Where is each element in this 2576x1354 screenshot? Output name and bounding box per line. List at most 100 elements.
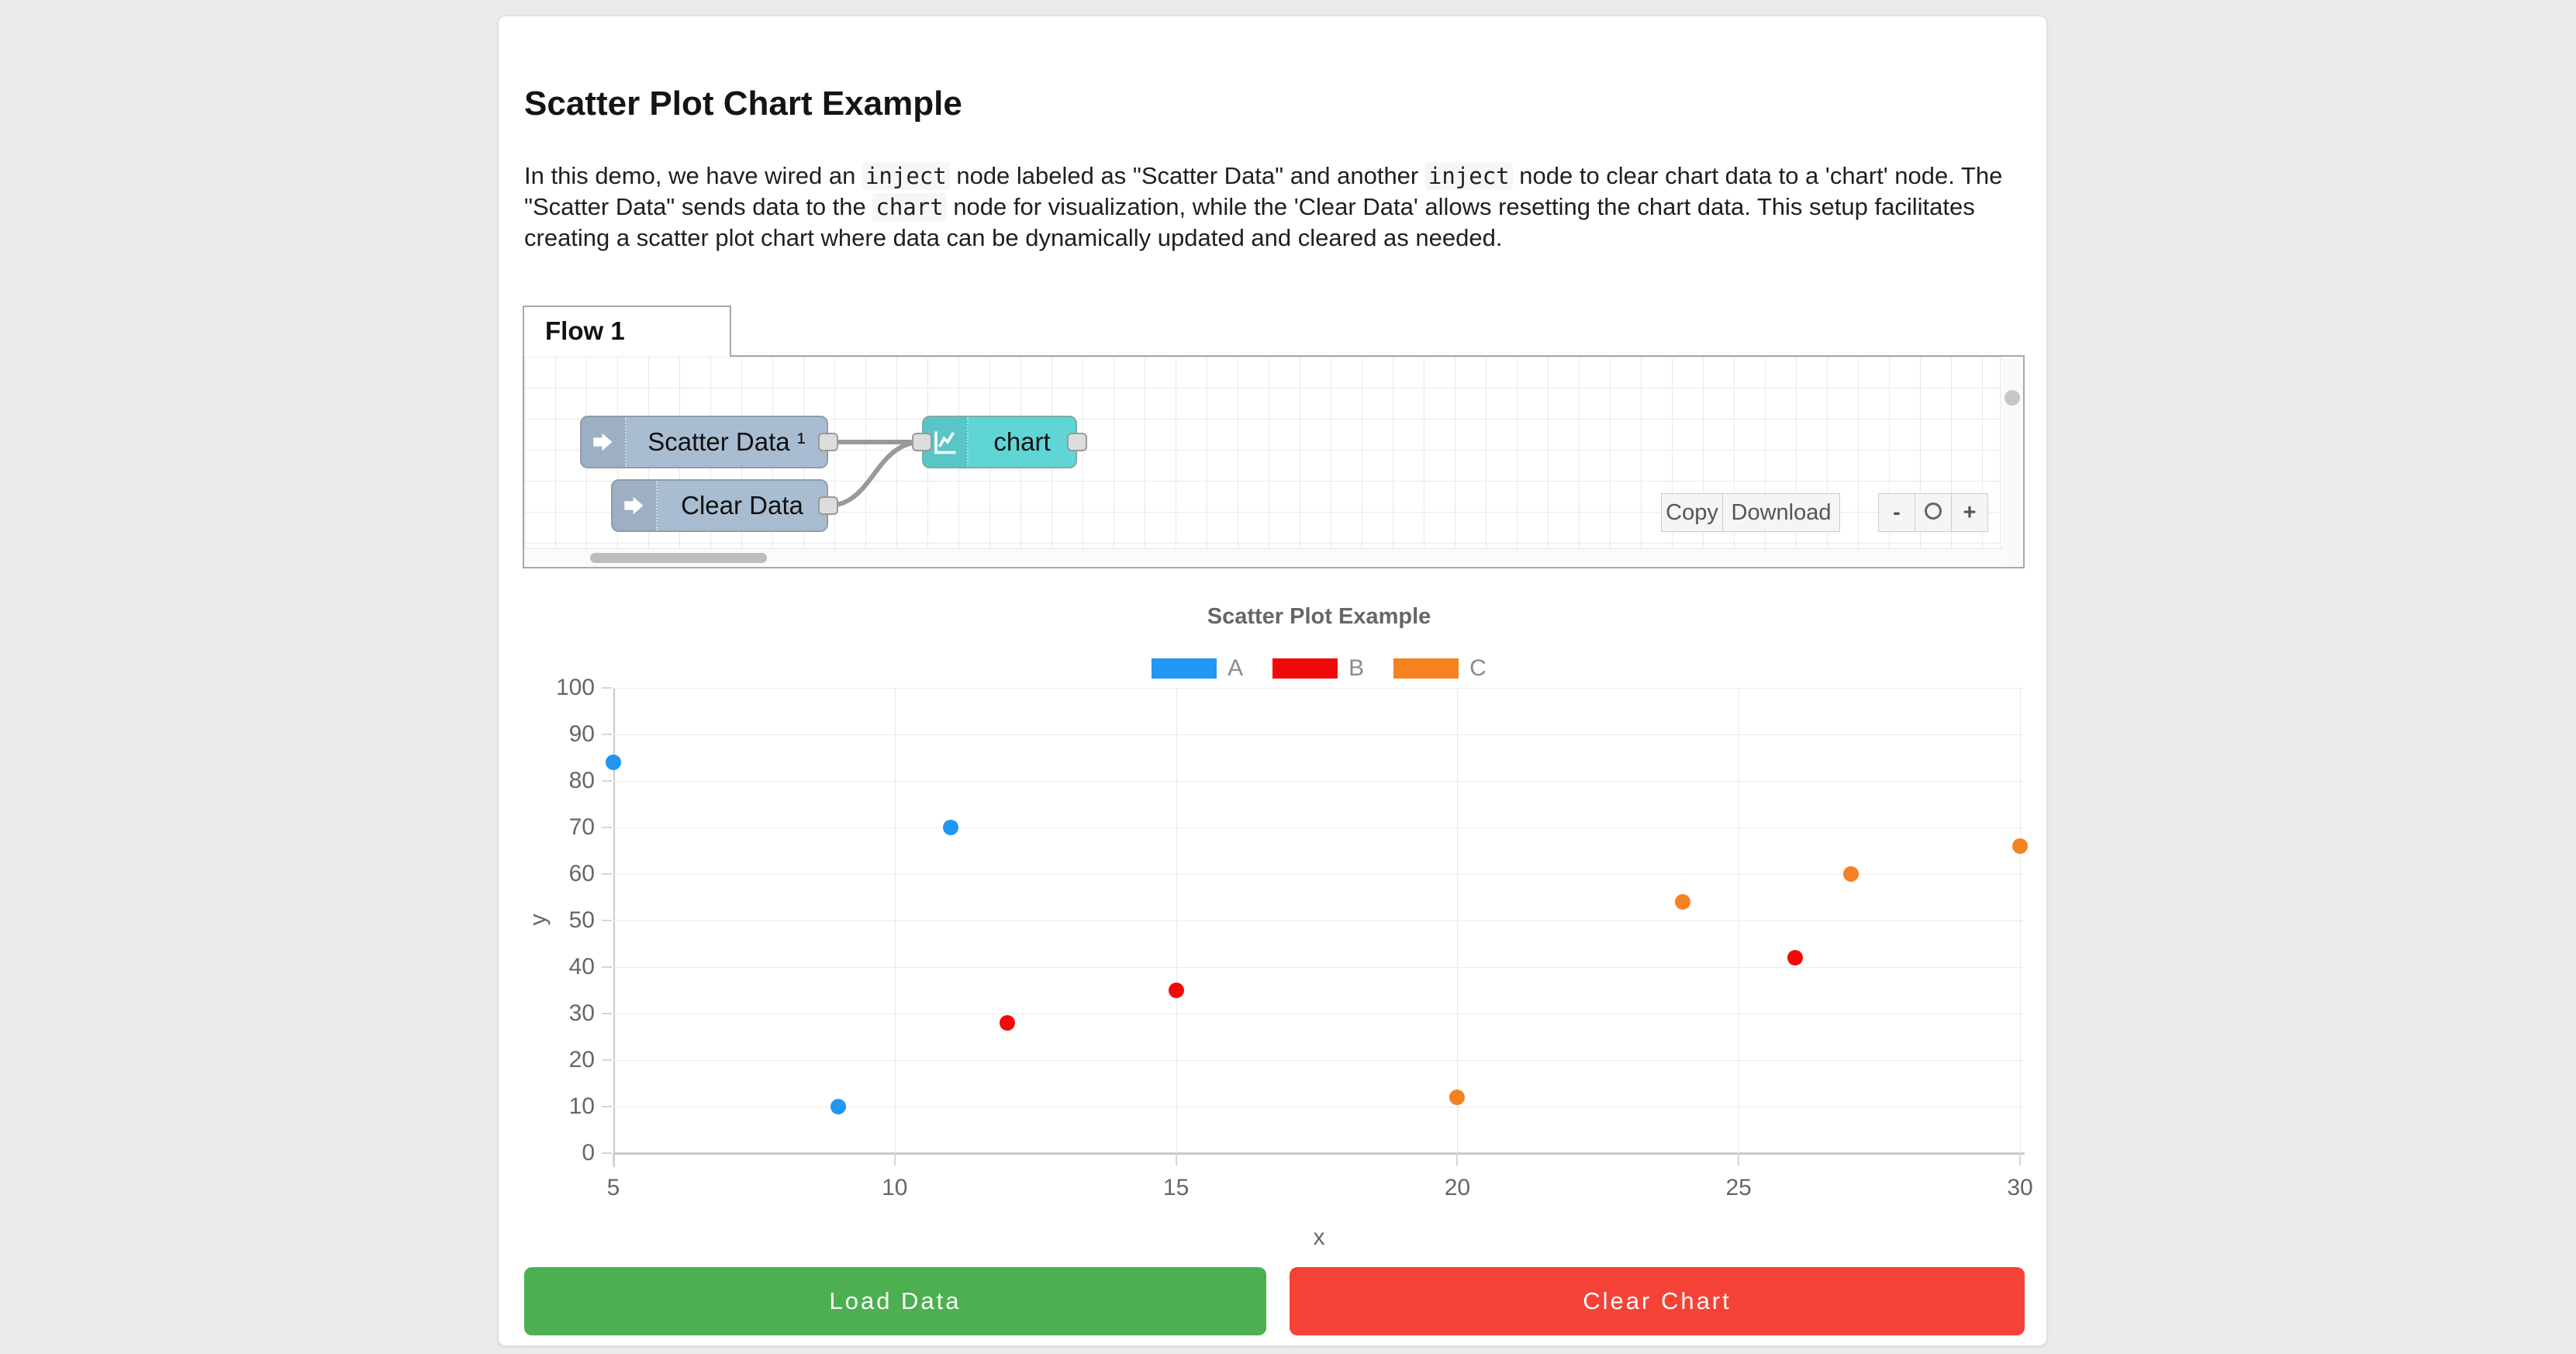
y-tick xyxy=(602,780,612,782)
x-tick-label: 25 xyxy=(1725,1175,1752,1200)
flow-canvas[interactable]: Scatter Data ¹ Clear Data xyxy=(523,355,2025,568)
y-tick-label: 60 xyxy=(568,861,595,886)
zoom-reset-icon xyxy=(1925,503,1942,520)
chart-title: Scatter Plot Example xyxy=(1207,604,1431,629)
y-gridline xyxy=(613,688,2025,689)
page-title: Scatter Plot Chart Example xyxy=(524,85,962,123)
legend-item-B[interactable]: B xyxy=(1272,655,1364,682)
y-tick xyxy=(602,1152,612,1154)
y-tick-label: 30 xyxy=(568,1000,595,1026)
vertical-scrollbar-handle[interactable] xyxy=(2005,390,2020,406)
node-clear-data[interactable]: Clear Data xyxy=(611,479,828,532)
y-tick xyxy=(602,1059,612,1061)
scatter-point-C xyxy=(1449,1090,1466,1105)
port-scatter-output xyxy=(818,433,838,451)
inject-icon xyxy=(613,481,658,530)
zoom-in-button[interactable]: + xyxy=(1951,493,1988,532)
scatter-point-C xyxy=(2012,838,2028,854)
inline-code: inject xyxy=(1424,162,1513,190)
y-tick xyxy=(602,1106,612,1107)
x-tick-label: 10 xyxy=(882,1175,908,1200)
y-tick-label: 20 xyxy=(568,1047,595,1072)
content-card: Scatter Plot Chart Example In this demo,… xyxy=(498,16,2047,1346)
flow-tab[interactable]: Flow 1 xyxy=(523,306,731,357)
scatter-point-B xyxy=(1787,950,1803,965)
x-gridline xyxy=(1176,688,1177,1153)
x-gridline xyxy=(2020,688,2021,1153)
x-tick xyxy=(1175,1153,1177,1166)
x-tick-label: 15 xyxy=(1162,1175,1190,1200)
node-scatter-data[interactable]: Scatter Data ¹ xyxy=(580,416,828,468)
y-tick xyxy=(602,873,612,875)
x-axis-title: x xyxy=(1313,1224,1325,1250)
x-tick-label: 5 xyxy=(606,1175,620,1200)
port-chart-output xyxy=(1067,433,1087,451)
inject-icon xyxy=(582,417,627,467)
y-axis-line xyxy=(613,688,615,1167)
scatter-point-C xyxy=(1674,894,1690,910)
node-label: chart xyxy=(993,427,1051,456)
description-paragraph: In this demo, we have wired an inject no… xyxy=(524,162,2003,251)
x-tick-label: 20 xyxy=(1444,1175,1471,1200)
x-gridline xyxy=(1457,688,1459,1153)
y-tick-label: 90 xyxy=(568,721,595,747)
flow-tab-label: Flow 1 xyxy=(545,316,625,345)
y-tick-label: 70 xyxy=(568,814,595,840)
y-tick xyxy=(602,920,612,921)
scatter-point-C xyxy=(1843,866,1859,882)
download-button[interactable]: Download xyxy=(1722,493,1840,532)
y-tick-label: 10 xyxy=(568,1093,595,1119)
clear-chart-button[interactable]: Clear Chart xyxy=(1290,1267,2025,1335)
y-tick xyxy=(602,687,612,689)
y-tick xyxy=(602,1013,612,1014)
y-gridline xyxy=(613,1152,2025,1155)
horizontal-scrollbar-handle[interactable] xyxy=(590,553,767,563)
x-gridline xyxy=(894,688,896,1153)
y-gridline xyxy=(613,734,2025,735)
port-chart-input xyxy=(912,433,932,451)
scatter-point-B xyxy=(999,1015,1015,1031)
legend-label: A xyxy=(1228,655,1244,681)
legend-swatch xyxy=(1152,658,1217,679)
legend-label: B xyxy=(1348,655,1365,681)
scatter-point-A xyxy=(943,820,959,835)
x-tick xyxy=(1456,1153,1459,1166)
node-label: Clear Data xyxy=(681,491,803,520)
x-tick xyxy=(1738,1153,1740,1166)
legend-swatch xyxy=(1272,658,1338,679)
chart-legend: A B C xyxy=(613,655,2025,682)
y-tick-label: 50 xyxy=(568,907,595,933)
y-gridline xyxy=(613,967,2025,968)
port-clear-output xyxy=(818,496,838,515)
y-tick-label: 0 xyxy=(582,1140,595,1166)
vertical-scrollbar[interactable] xyxy=(2000,357,2023,567)
y-gridline xyxy=(613,1060,2025,1061)
legend-label: C xyxy=(1469,655,1487,681)
copy-button[interactable]: Copy xyxy=(1661,493,1723,532)
inline-code: chart xyxy=(872,193,947,221)
y-gridline xyxy=(613,874,2025,875)
inline-code: inject xyxy=(862,162,950,190)
y-gridline xyxy=(613,827,2025,828)
y-tick xyxy=(602,966,612,968)
scatter-point-A xyxy=(830,1099,847,1114)
y-tick-label: 80 xyxy=(568,768,595,793)
x-tick-label: 30 xyxy=(2007,1175,2033,1200)
scatter-point-A xyxy=(606,755,621,770)
y-tick xyxy=(602,827,612,828)
node-label: Scatter Data ¹ xyxy=(647,427,806,456)
zoom-reset-button[interactable] xyxy=(1915,493,1952,532)
zoom-out-button[interactable]: - xyxy=(1878,493,1915,532)
horizontal-scrollbar[interactable] xyxy=(524,548,2003,567)
load-data-button[interactable]: Load Data xyxy=(524,1267,1266,1335)
y-tick-label: 100 xyxy=(555,675,595,700)
plot-area: y x 0 10 20 30 40 50 60 70 80 90 100 5 10 15 20 25 30 xyxy=(526,675,2033,1250)
x-tick xyxy=(613,1153,614,1166)
node-chart[interactable]: chart xyxy=(922,416,1077,468)
x-tick xyxy=(893,1153,896,1166)
legend-item-A[interactable]: A xyxy=(1152,655,1243,682)
legend-swatch xyxy=(1393,658,1459,679)
scatter-point-B xyxy=(1168,983,1184,998)
legend-item-C[interactable]: C xyxy=(1393,655,1487,682)
y-tick xyxy=(602,734,612,735)
